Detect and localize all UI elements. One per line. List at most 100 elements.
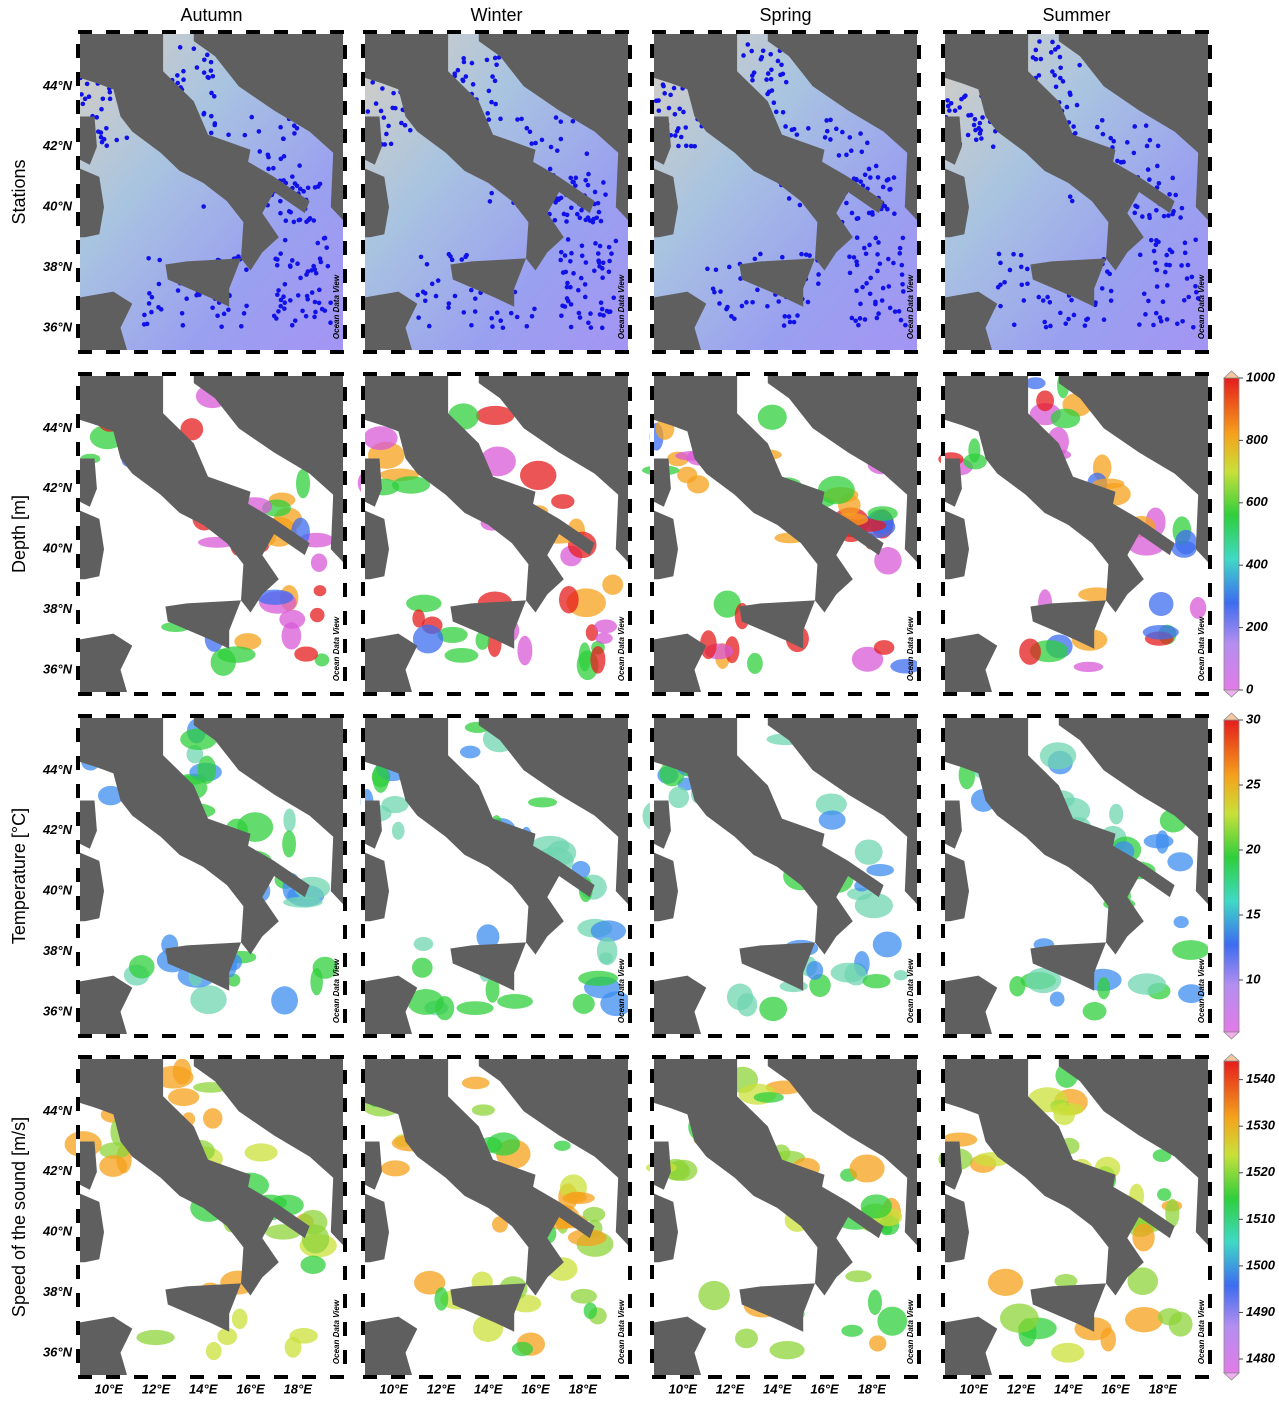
station bbox=[868, 175, 873, 180]
station bbox=[470, 61, 475, 66]
station bbox=[858, 179, 863, 184]
station bbox=[850, 316, 855, 321]
station bbox=[1146, 299, 1151, 304]
station bbox=[1048, 324, 1053, 329]
station bbox=[776, 299, 781, 304]
station bbox=[558, 119, 563, 124]
station bbox=[784, 80, 789, 85]
column-title: Summer bbox=[1042, 5, 1110, 25]
station bbox=[297, 163, 302, 168]
station bbox=[201, 204, 206, 209]
data-patch bbox=[759, 997, 787, 1021]
station bbox=[855, 235, 860, 240]
station bbox=[600, 307, 605, 312]
station bbox=[1164, 262, 1169, 267]
watermark: Ocean Data View bbox=[332, 274, 341, 339]
lat-label: 40°N bbox=[42, 199, 73, 214]
station bbox=[226, 132, 231, 137]
station bbox=[275, 292, 280, 297]
station bbox=[108, 90, 113, 95]
station bbox=[306, 218, 311, 223]
station bbox=[583, 282, 588, 287]
station bbox=[875, 269, 880, 274]
station bbox=[147, 301, 152, 306]
station bbox=[774, 110, 779, 115]
lon-label: 16°E bbox=[521, 1381, 550, 1396]
station bbox=[749, 49, 754, 54]
station bbox=[569, 325, 574, 330]
station bbox=[601, 313, 606, 318]
station bbox=[1049, 50, 1054, 55]
station bbox=[415, 293, 420, 298]
station bbox=[579, 276, 584, 281]
station bbox=[1182, 298, 1187, 303]
data-patch bbox=[578, 971, 618, 986]
station bbox=[1154, 208, 1159, 213]
station bbox=[490, 324, 495, 329]
station bbox=[157, 258, 162, 263]
map-panel: Ocean Data View bbox=[943, 32, 1210, 352]
lat-label: 42°N bbox=[42, 138, 73, 153]
station bbox=[597, 264, 602, 269]
station bbox=[563, 270, 568, 275]
data-patch bbox=[462, 1077, 490, 1090]
station bbox=[957, 105, 962, 110]
map-panel: Ocean Data View bbox=[65, 1057, 345, 1377]
station bbox=[1039, 57, 1044, 62]
station bbox=[858, 131, 863, 136]
station bbox=[1156, 144, 1161, 149]
station bbox=[288, 210, 293, 215]
station bbox=[868, 291, 873, 296]
data-patch bbox=[874, 640, 895, 655]
station bbox=[386, 124, 391, 129]
station bbox=[588, 218, 593, 223]
station bbox=[498, 117, 503, 122]
colorbar bbox=[1224, 720, 1239, 1032]
lat-label: 36°N bbox=[43, 661, 73, 676]
watermark: Ocean Data View bbox=[1197, 1299, 1206, 1364]
station bbox=[382, 115, 387, 120]
station bbox=[249, 115, 254, 120]
station bbox=[1050, 69, 1055, 74]
colorbar bbox=[1224, 1061, 1239, 1373]
data-patch bbox=[698, 1281, 730, 1310]
station bbox=[242, 311, 247, 316]
station bbox=[1083, 323, 1088, 328]
lon-label: 12°E bbox=[716, 1381, 745, 1396]
station bbox=[416, 315, 421, 320]
station bbox=[792, 320, 797, 325]
station bbox=[868, 276, 873, 281]
station bbox=[284, 218, 289, 223]
station bbox=[782, 323, 787, 328]
data-patch bbox=[1157, 1188, 1171, 1201]
station bbox=[1070, 199, 1075, 204]
station bbox=[684, 143, 689, 148]
station bbox=[661, 84, 666, 89]
station bbox=[528, 129, 533, 134]
station bbox=[312, 315, 317, 320]
station bbox=[283, 282, 288, 287]
data-patch bbox=[310, 968, 323, 995]
station bbox=[102, 137, 107, 142]
station bbox=[485, 111, 490, 116]
station bbox=[1041, 298, 1046, 303]
data-patch bbox=[559, 586, 579, 614]
station bbox=[657, 108, 662, 113]
station bbox=[209, 131, 214, 136]
data-patch bbox=[600, 991, 631, 1016]
station bbox=[519, 117, 524, 122]
station bbox=[897, 309, 902, 314]
station bbox=[892, 211, 897, 216]
station bbox=[176, 288, 181, 293]
station bbox=[1109, 298, 1114, 303]
data-patch bbox=[232, 1309, 248, 1329]
station bbox=[1044, 325, 1049, 330]
station bbox=[1019, 253, 1024, 258]
data-patch bbox=[677, 467, 697, 484]
station bbox=[569, 251, 574, 256]
station bbox=[848, 271, 853, 276]
watermark: Ocean Data View bbox=[617, 274, 626, 339]
station bbox=[1152, 249, 1157, 254]
station bbox=[489, 100, 494, 105]
station bbox=[462, 60, 467, 65]
